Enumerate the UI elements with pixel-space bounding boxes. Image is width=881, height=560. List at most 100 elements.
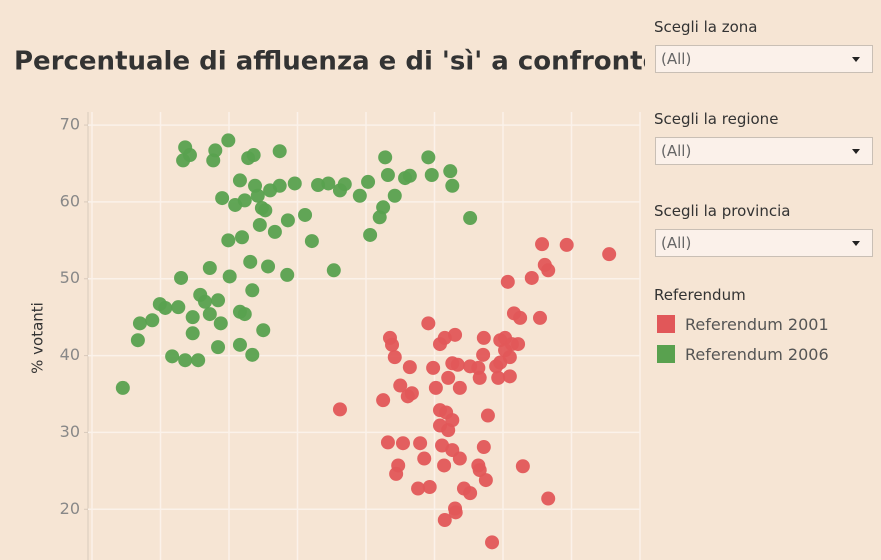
scatter-point: [387, 188, 402, 203]
scatter-point: [463, 486, 478, 501]
legend-swatch: [657, 345, 675, 363]
scatter-point: [237, 193, 252, 208]
dropdown[interactable]: (All): [655, 45, 873, 73]
scatter-point: [376, 200, 391, 215]
scatter-point: [232, 173, 247, 188]
filter-label: Scegli la provincia: [654, 202, 791, 220]
scatter-point: [261, 259, 276, 274]
scatter-point: [515, 459, 530, 474]
scatter-point: [441, 423, 456, 438]
scatter-point: [221, 233, 236, 248]
scatter-point: [298, 207, 313, 222]
scatter-point: [145, 313, 160, 328]
scatter-point: [280, 267, 295, 282]
scatter-point: [256, 323, 271, 338]
scatter-point: [513, 310, 528, 325]
scatter-point: [443, 164, 458, 179]
chart-title: Percentuale di affluenza e di 'sì' a con…: [14, 47, 645, 77]
scatter-point: [445, 178, 460, 193]
scatter-point: [237, 307, 252, 322]
scatter-point: [491, 370, 506, 385]
scatter-point: [208, 143, 223, 158]
scatter-point: [502, 369, 517, 384]
scatter-point: [541, 263, 556, 278]
scatter-point: [352, 188, 367, 203]
scatter-point: [437, 513, 452, 528]
legend-entry: Referendum 2001: [657, 315, 829, 334]
y-tick-label: 20: [60, 499, 80, 518]
scatter-point: [132, 316, 147, 331]
scatter-point: [213, 316, 228, 331]
scatter-point: [452, 451, 467, 466]
scatter-point: [376, 393, 391, 408]
scatter-point: [421, 150, 436, 165]
scatter-point: [413, 436, 428, 451]
scatter-point: [215, 191, 230, 206]
y-tick-label: 40: [60, 345, 80, 364]
scatter-point: [502, 350, 517, 365]
legend-entry: Referendum 2006: [657, 345, 829, 364]
scatter-point: [380, 435, 395, 450]
scatter-point: [378, 150, 393, 165]
scatter-point: [448, 505, 463, 520]
scatter-point: [463, 211, 478, 226]
scatter-point: [393, 378, 408, 393]
scatter-point: [332, 183, 347, 198]
scatter-point: [243, 254, 258, 269]
scatter-point: [332, 402, 347, 417]
legend-label: Referendum 2001: [685, 315, 829, 334]
dropdown[interactable]: (All): [655, 137, 873, 165]
legend-label: Referendum 2006: [685, 345, 829, 364]
scatter-point: [267, 224, 282, 239]
scatter-point: [437, 458, 452, 473]
scatter-point: [185, 326, 200, 341]
legend-title: Referendum: [654, 286, 746, 304]
scatter-point: [321, 176, 336, 191]
scatter-point: [541, 491, 556, 506]
scatter-point: [524, 270, 539, 285]
scatter-point: [326, 263, 341, 278]
scatter-point: [441, 370, 456, 385]
scatter-point: [448, 327, 463, 342]
scatter-point: [511, 337, 526, 352]
scatter-point: [363, 227, 378, 242]
filter-label: Scegli la zona: [654, 18, 758, 36]
scatter-point: [171, 300, 186, 315]
scatter-point: [387, 350, 402, 365]
scatter-point: [250, 188, 265, 203]
scatter-point: [272, 178, 287, 193]
scatter-point: [280, 213, 295, 228]
scatter-point: [535, 237, 550, 252]
scatter-point: [389, 466, 404, 481]
scatter-point: [426, 360, 441, 375]
y-axis-label: % votanti: [29, 302, 47, 374]
scatter-point: [235, 230, 250, 245]
scatter-point: [165, 349, 180, 364]
scatter-point: [198, 294, 213, 309]
scatter-point: [130, 333, 145, 348]
scatter-point: [246, 148, 261, 163]
scatter-point: [221, 133, 236, 148]
scatter-point: [411, 481, 426, 496]
scatter-point: [422, 479, 437, 494]
scatter-point: [211, 293, 226, 308]
scatter-point: [417, 451, 432, 466]
scatter-point: [185, 310, 200, 325]
scatter-point: [174, 270, 189, 285]
dropdown[interactable]: (All): [655, 229, 873, 257]
scatter-point: [476, 330, 491, 345]
scatter-point: [272, 144, 287, 159]
scatter-point: [472, 463, 487, 478]
scatter-point: [222, 269, 237, 284]
filter-label: Scegli la regione: [654, 110, 779, 128]
scatter-point: [182, 148, 197, 163]
scatter-point: [559, 237, 574, 252]
scatter-point: [258, 203, 273, 218]
scatter-point: [476, 347, 491, 362]
scatter-point: [478, 473, 493, 488]
scatter-point: [311, 178, 326, 192]
scatter-point: [472, 370, 487, 385]
scatter-point: [395, 436, 410, 451]
legend-swatch: [657, 315, 675, 333]
